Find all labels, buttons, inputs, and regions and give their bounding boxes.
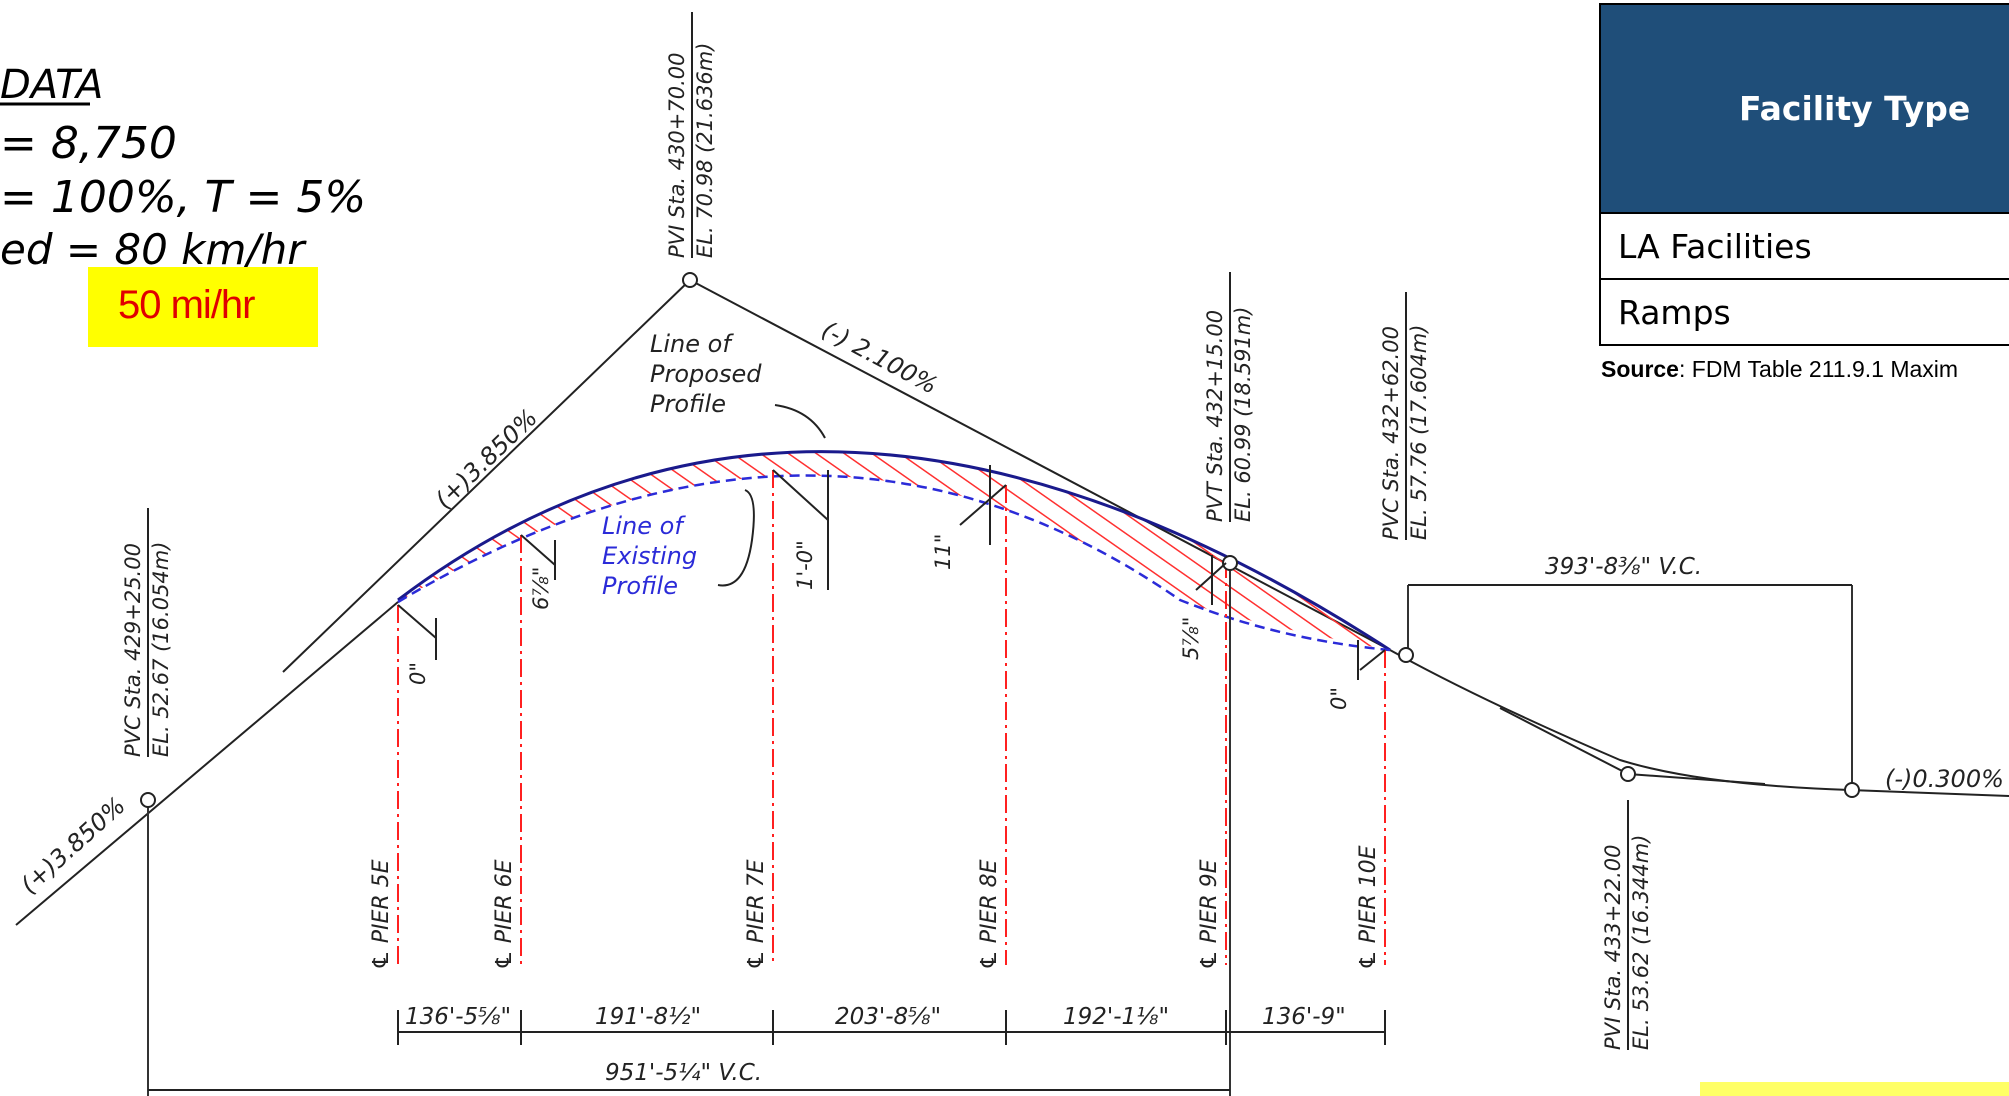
offset-label-10e: 0" bbox=[1327, 687, 1351, 710]
speed-highlight-text: 50 mi/hr bbox=[118, 283, 255, 327]
offset-leaders bbox=[397, 465, 1386, 680]
existing-label-line1: Line of bbox=[602, 512, 686, 540]
span-label-8e-9e: 192'-1⅛" bbox=[1063, 1004, 1169, 1030]
pier-lines bbox=[397, 470, 1386, 965]
facility-table-row: Ramps bbox=[1601, 278, 2009, 344]
offset-leader-5e bbox=[397, 604, 437, 660]
yellow-highlight-bar bbox=[1700, 1082, 2009, 1096]
pvc-left-point bbox=[140, 792, 156, 808]
pvi-right-point bbox=[1620, 766, 1636, 782]
grade-left-low: (+)3.850% bbox=[15, 791, 131, 899]
existing-label-line2: Existing bbox=[602, 542, 697, 570]
pvi-right-label: PVI Sta. 433+22.00 bbox=[1601, 845, 1625, 1050]
exit-curve-line bbox=[1389, 649, 2009, 797]
offset-label-9e: 5⅞" bbox=[1179, 617, 1203, 660]
span-label-9e-10e: 136'-9" bbox=[1262, 1004, 1346, 1030]
offset-label-8e: 11" bbox=[931, 534, 955, 570]
source-note-text: : FDM Table 211.9.1 Maxim bbox=[1678, 356, 1959, 382]
offset-leader-6e bbox=[520, 534, 556, 580]
pier-label-9e: ℄ PIER 9E bbox=[1197, 859, 1222, 970]
speed-highlight: 50 mi/hr bbox=[88, 267, 318, 347]
tangent-lines bbox=[15, 279, 2009, 926]
pvi-top-label: PVI Sta. 430+70.00 bbox=[665, 53, 689, 258]
offset-label-6e: 6⅞" bbox=[529, 567, 553, 610]
vc-right-label: 393'-8⅜" V.C. bbox=[1545, 554, 1702, 580]
design-data-title: DATA bbox=[0, 62, 103, 108]
pier-label-8e: ℄ PIER 8E bbox=[977, 859, 1002, 970]
design-data-line3: ed = 80 km/hr bbox=[0, 225, 307, 274]
span-label-5e-6e: 136'-5⅝" bbox=[405, 1004, 511, 1030]
proposed-label-line2: Proposed bbox=[650, 360, 762, 388]
exit-tangent-line bbox=[1499, 707, 1629, 775]
exit-tangent-flat bbox=[1627, 773, 1766, 785]
source-note: Source: FDM Table 211.9.1 Maxim bbox=[1601, 356, 1958, 383]
existing-leader bbox=[717, 489, 755, 587]
left-tangent-line bbox=[282, 279, 691, 673]
source-note-label: Source bbox=[1601, 356, 1679, 382]
pvi-top-point bbox=[682, 272, 698, 288]
proposed-profile-label: Line of Proposed Profile bbox=[650, 330, 762, 418]
station-lines bbox=[147, 560, 1853, 1096]
span-label-7e-8e: 203'-8⅝" bbox=[835, 1004, 941, 1030]
existing-profile-curve bbox=[397, 474, 1391, 652]
pier-label-7e: ℄ PIER 7E bbox=[744, 859, 769, 970]
design-data-line1: = 8,750 bbox=[0, 118, 177, 169]
existing-profile-label: Line of Existing Profile bbox=[602, 512, 697, 600]
offset-leader-10e bbox=[1357, 640, 1386, 680]
grade-left-up: (+)3.850% bbox=[430, 404, 543, 515]
pier-label-10e: ℄ PIER 10E bbox=[1356, 845, 1381, 970]
proposed-profile-curve bbox=[397, 450, 1391, 652]
proposed-leader bbox=[774, 404, 826, 439]
pvc-right-label: PVC Sta. 432+62.00 bbox=[1379, 326, 1403, 540]
label-leaders bbox=[717, 404, 826, 587]
facility-table-row: LA Facilities bbox=[1601, 212, 2009, 278]
offset-leader-7e bbox=[772, 469, 829, 590]
existing-label-line3: Profile bbox=[602, 572, 678, 600]
offset-label-7e: 1'-0" bbox=[793, 540, 817, 590]
proposed-label-line1: Line of bbox=[650, 330, 734, 358]
dimension-lines bbox=[148, 584, 1852, 1091]
pvi-top-elev: EL. 70.98 (21.636m) bbox=[693, 43, 717, 258]
grade-right: (-)0.300% bbox=[1885, 765, 2004, 793]
pvi-right-elev: EL. 53.62 (16.344m) bbox=[1629, 835, 1653, 1050]
offset-leader-8e bbox=[959, 465, 1007, 545]
design-data-block: DATA = 8,750 = 100%, T = 5% ed = 80 km/h… bbox=[0, 62, 366, 274]
pvt-elev: EL. 60.99 (18.591m) bbox=[1231, 307, 1255, 522]
vc-main-label: 951'-5¼" V.C. bbox=[605, 1060, 762, 1086]
pvc-left-label: PVC Sta. 429+25.00 bbox=[121, 543, 145, 757]
span-label-6e-7e: 191'-8½" bbox=[595, 1004, 701, 1030]
left-approach-line bbox=[15, 601, 399, 926]
pvc-left-elev: EL. 52.67 (16.054m) bbox=[149, 542, 173, 757]
pvt-right-point bbox=[1844, 782, 1860, 798]
pvc-right-point bbox=[1398, 647, 1414, 663]
pvc-right-elev: EL. 57.76 (17.604m) bbox=[1407, 325, 1431, 540]
facility-table-header: Facility Type bbox=[1601, 5, 2009, 212]
offset-label-5e: 0" bbox=[406, 662, 430, 685]
pier-label-6e: ℄ PIER 6E bbox=[492, 859, 517, 970]
facility-table: Facility Type LA Facilities Ramps bbox=[1599, 3, 2009, 346]
design-data-line2: = 100%, T = 5% bbox=[0, 172, 366, 223]
offset-leader-9e bbox=[1195, 555, 1227, 605]
control-points bbox=[140, 272, 1860, 808]
proposed-label-line3: Profile bbox=[650, 390, 726, 418]
pier-label-5e: ℄ PIER 5E bbox=[369, 859, 394, 970]
pvt-point bbox=[1222, 555, 1238, 571]
pvt-label: PVT Sta. 432+15.00 bbox=[1203, 310, 1227, 522]
